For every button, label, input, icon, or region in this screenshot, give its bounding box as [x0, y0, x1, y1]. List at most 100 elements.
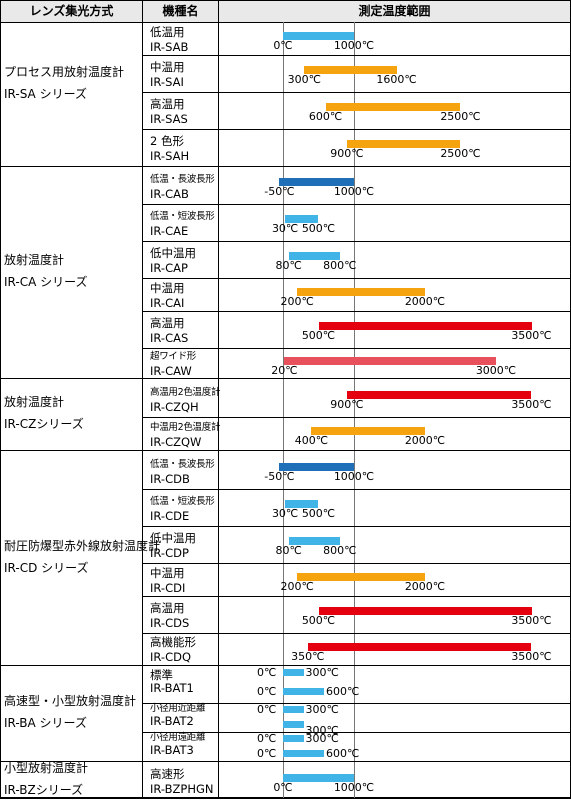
row-divider	[142, 417, 571, 418]
range-min-label: 80℃	[275, 259, 302, 272]
model-code: IR-CAB	[150, 186, 189, 201]
series-code: IR-CZシリーズ	[4, 417, 84, 431]
range-bar	[283, 669, 304, 676]
model-cell: 低温用 IR-SAB	[150, 25, 188, 55]
range-bar	[311, 427, 425, 435]
range-bar	[285, 215, 319, 223]
range-max-label: 800℃	[323, 259, 357, 272]
range-bar	[318, 607, 532, 615]
model-code: IR-BAT3	[150, 743, 194, 757]
model-code: IR-CDS	[150, 615, 190, 630]
range-bar	[297, 288, 425, 296]
model-code: IR-CAE	[150, 223, 189, 238]
range-max-label: 3500℃	[511, 398, 552, 411]
range-min-label: 0℃	[273, 39, 293, 52]
row-divider	[142, 348, 571, 349]
range-max-label: 500℃	[301, 507, 336, 520]
series-code: IR-CA シリーズ	[4, 275, 88, 289]
model-cell: 高機能形 IR-CDQ	[150, 635, 196, 665]
range-max-label: 1000℃	[333, 39, 375, 52]
model-category: 低温用	[150, 24, 185, 39]
range-min-label: 80℃	[275, 544, 302, 557]
range-max-label: 3500℃	[511, 614, 552, 627]
model-category: 中温用	[150, 565, 185, 580]
range-min-label: 300℃	[287, 73, 321, 86]
model-category: 標準	[150, 667, 173, 682]
range-bar	[285, 500, 319, 508]
model-code: IR-BAT2	[150, 714, 194, 728]
model-code: IR-CDQ	[150, 650, 192, 664]
range-max-label: 1600℃	[376, 73, 417, 86]
model-cell: 小径用近距離 IR-BAT2	[150, 702, 206, 728]
range-bar	[346, 391, 532, 399]
header-bottom-line	[0, 22, 571, 23]
series-name: 耐圧防爆型赤外線放射温度計	[4, 538, 161, 553]
range-bar	[307, 643, 532, 651]
range-min-label: -50℃	[264, 185, 295, 198]
model-code: IR-BZPHGN	[150, 781, 214, 796]
model-cell: 低温・長波長形 IR-CAB	[150, 172, 215, 202]
range-bar	[284, 357, 496, 365]
model-category: 中温用	[150, 59, 185, 74]
range-min-label: 30℃	[271, 222, 299, 235]
range-max-label: 300℃	[305, 723, 339, 737]
range-min-label: 200℃	[280, 580, 314, 593]
range-bar	[283, 32, 354, 40]
range-bar	[283, 706, 304, 713]
model-code: IR-SAI	[150, 74, 184, 89]
range-min-label: 0℃	[257, 666, 277, 679]
model-category: 小径用近距離	[150, 703, 206, 714]
range-max-label: 500℃	[301, 222, 336, 235]
row-divider	[142, 55, 571, 56]
model-code: IR-CAP	[150, 260, 188, 275]
model-cell: 中温用2色温度計 IR-CZQW	[150, 420, 220, 450]
series-name: 放射温度計	[4, 253, 65, 267]
group-divider	[0, 378, 571, 379]
model-cell: 超ワイド形 IR-CAW	[150, 349, 196, 379]
range-max-label: 300℃	[305, 732, 339, 745]
model-category: 高機能形	[150, 635, 196, 649]
range-max-label: 3000℃	[475, 364, 517, 377]
range-bar	[283, 720, 304, 728]
model-category: 超ワイド形	[150, 351, 197, 362]
range-max-label: 2000℃	[404, 580, 446, 593]
range-min-label: 0℃	[273, 781, 293, 794]
model-cell: 低中温用 IR-CDP	[150, 531, 196, 561]
model-cell: 小径用遠距離 IR-BAT3	[150, 731, 206, 757]
group-divider	[0, 166, 571, 167]
model-cell: 低温・短波長形 IR-CAE	[150, 209, 215, 239]
model-code: IR-BAT1	[150, 680, 194, 695]
row-divider	[142, 204, 571, 205]
model-cell: 2 色形 IR-SAH	[150, 134, 189, 164]
range-min-label: 400℃	[294, 434, 329, 447]
header-temperature-range: 測定温度範囲	[219, 1, 570, 22]
range-bar	[304, 66, 397, 74]
range-max-label: 3500℃	[511, 329, 552, 342]
model-cell: 低温・短波長形 IR-CDE	[150, 494, 215, 524]
model-category: 高温用2色温度計	[150, 386, 221, 398]
row-divider	[142, 526, 571, 527]
table-border-top	[0, 0, 571, 1]
range-min-label: 500℃	[301, 329, 336, 342]
header-model-name: 機種名	[143, 1, 218, 22]
gridline-1000c	[354, 22, 355, 798]
model-cell: 低中温用 IR-CAP	[150, 246, 196, 276]
table-border-left	[0, 0, 1, 798]
gridline-0c	[283, 22, 284, 798]
row-divider	[142, 489, 571, 490]
model-category: 中温用2色温度計	[150, 421, 221, 433]
model-category: 高温用	[150, 600, 185, 615]
range-min-label: 500℃	[301, 614, 336, 627]
range-min-label: 0℃	[257, 732, 277, 745]
model-category: 低中温用	[150, 245, 196, 260]
range-max-label: 800℃	[323, 544, 357, 557]
row-divider	[142, 703, 571, 704]
series-name: 放射温度計	[4, 395, 65, 409]
row-divider	[142, 92, 571, 93]
model-cell: 低温・長波長形 IR-CDB	[150, 457, 215, 487]
model-category: 2 色形	[150, 133, 184, 148]
row-divider	[142, 633, 571, 634]
header-lens-method: レンズ集光方式	[1, 1, 142, 22]
range-bar	[288, 252, 340, 260]
range-bar	[283, 774, 354, 782]
